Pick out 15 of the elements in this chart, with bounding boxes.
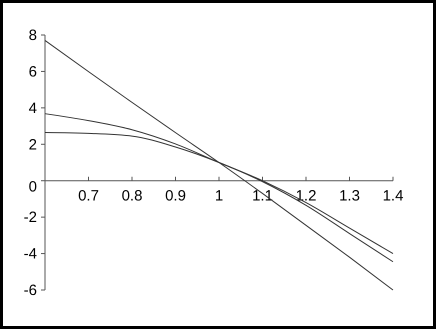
y-tick-label: 2 [28,136,37,154]
x-tick-label: 0.9 [165,188,186,205]
x-tick-label: 1.3 [339,188,360,205]
y-tick-label: 4 [28,100,37,117]
y-tick-label: 8 [28,27,37,44]
y-tick-label: 6 [28,63,37,80]
x-tick-label: 1.2 [296,188,316,205]
y-tick-label: -6 [24,282,37,299]
x-tick-label: 1 [214,188,224,205]
x-tick-label: 0.7 [78,188,99,205]
y-tick-label: 0 [28,178,37,196]
x-tick-label: 0.8 [122,188,142,205]
y-tick-label: -2 [24,209,37,226]
y-tick-label: -4 [24,246,37,263]
x-tick-label: 1.4 [382,188,404,205]
